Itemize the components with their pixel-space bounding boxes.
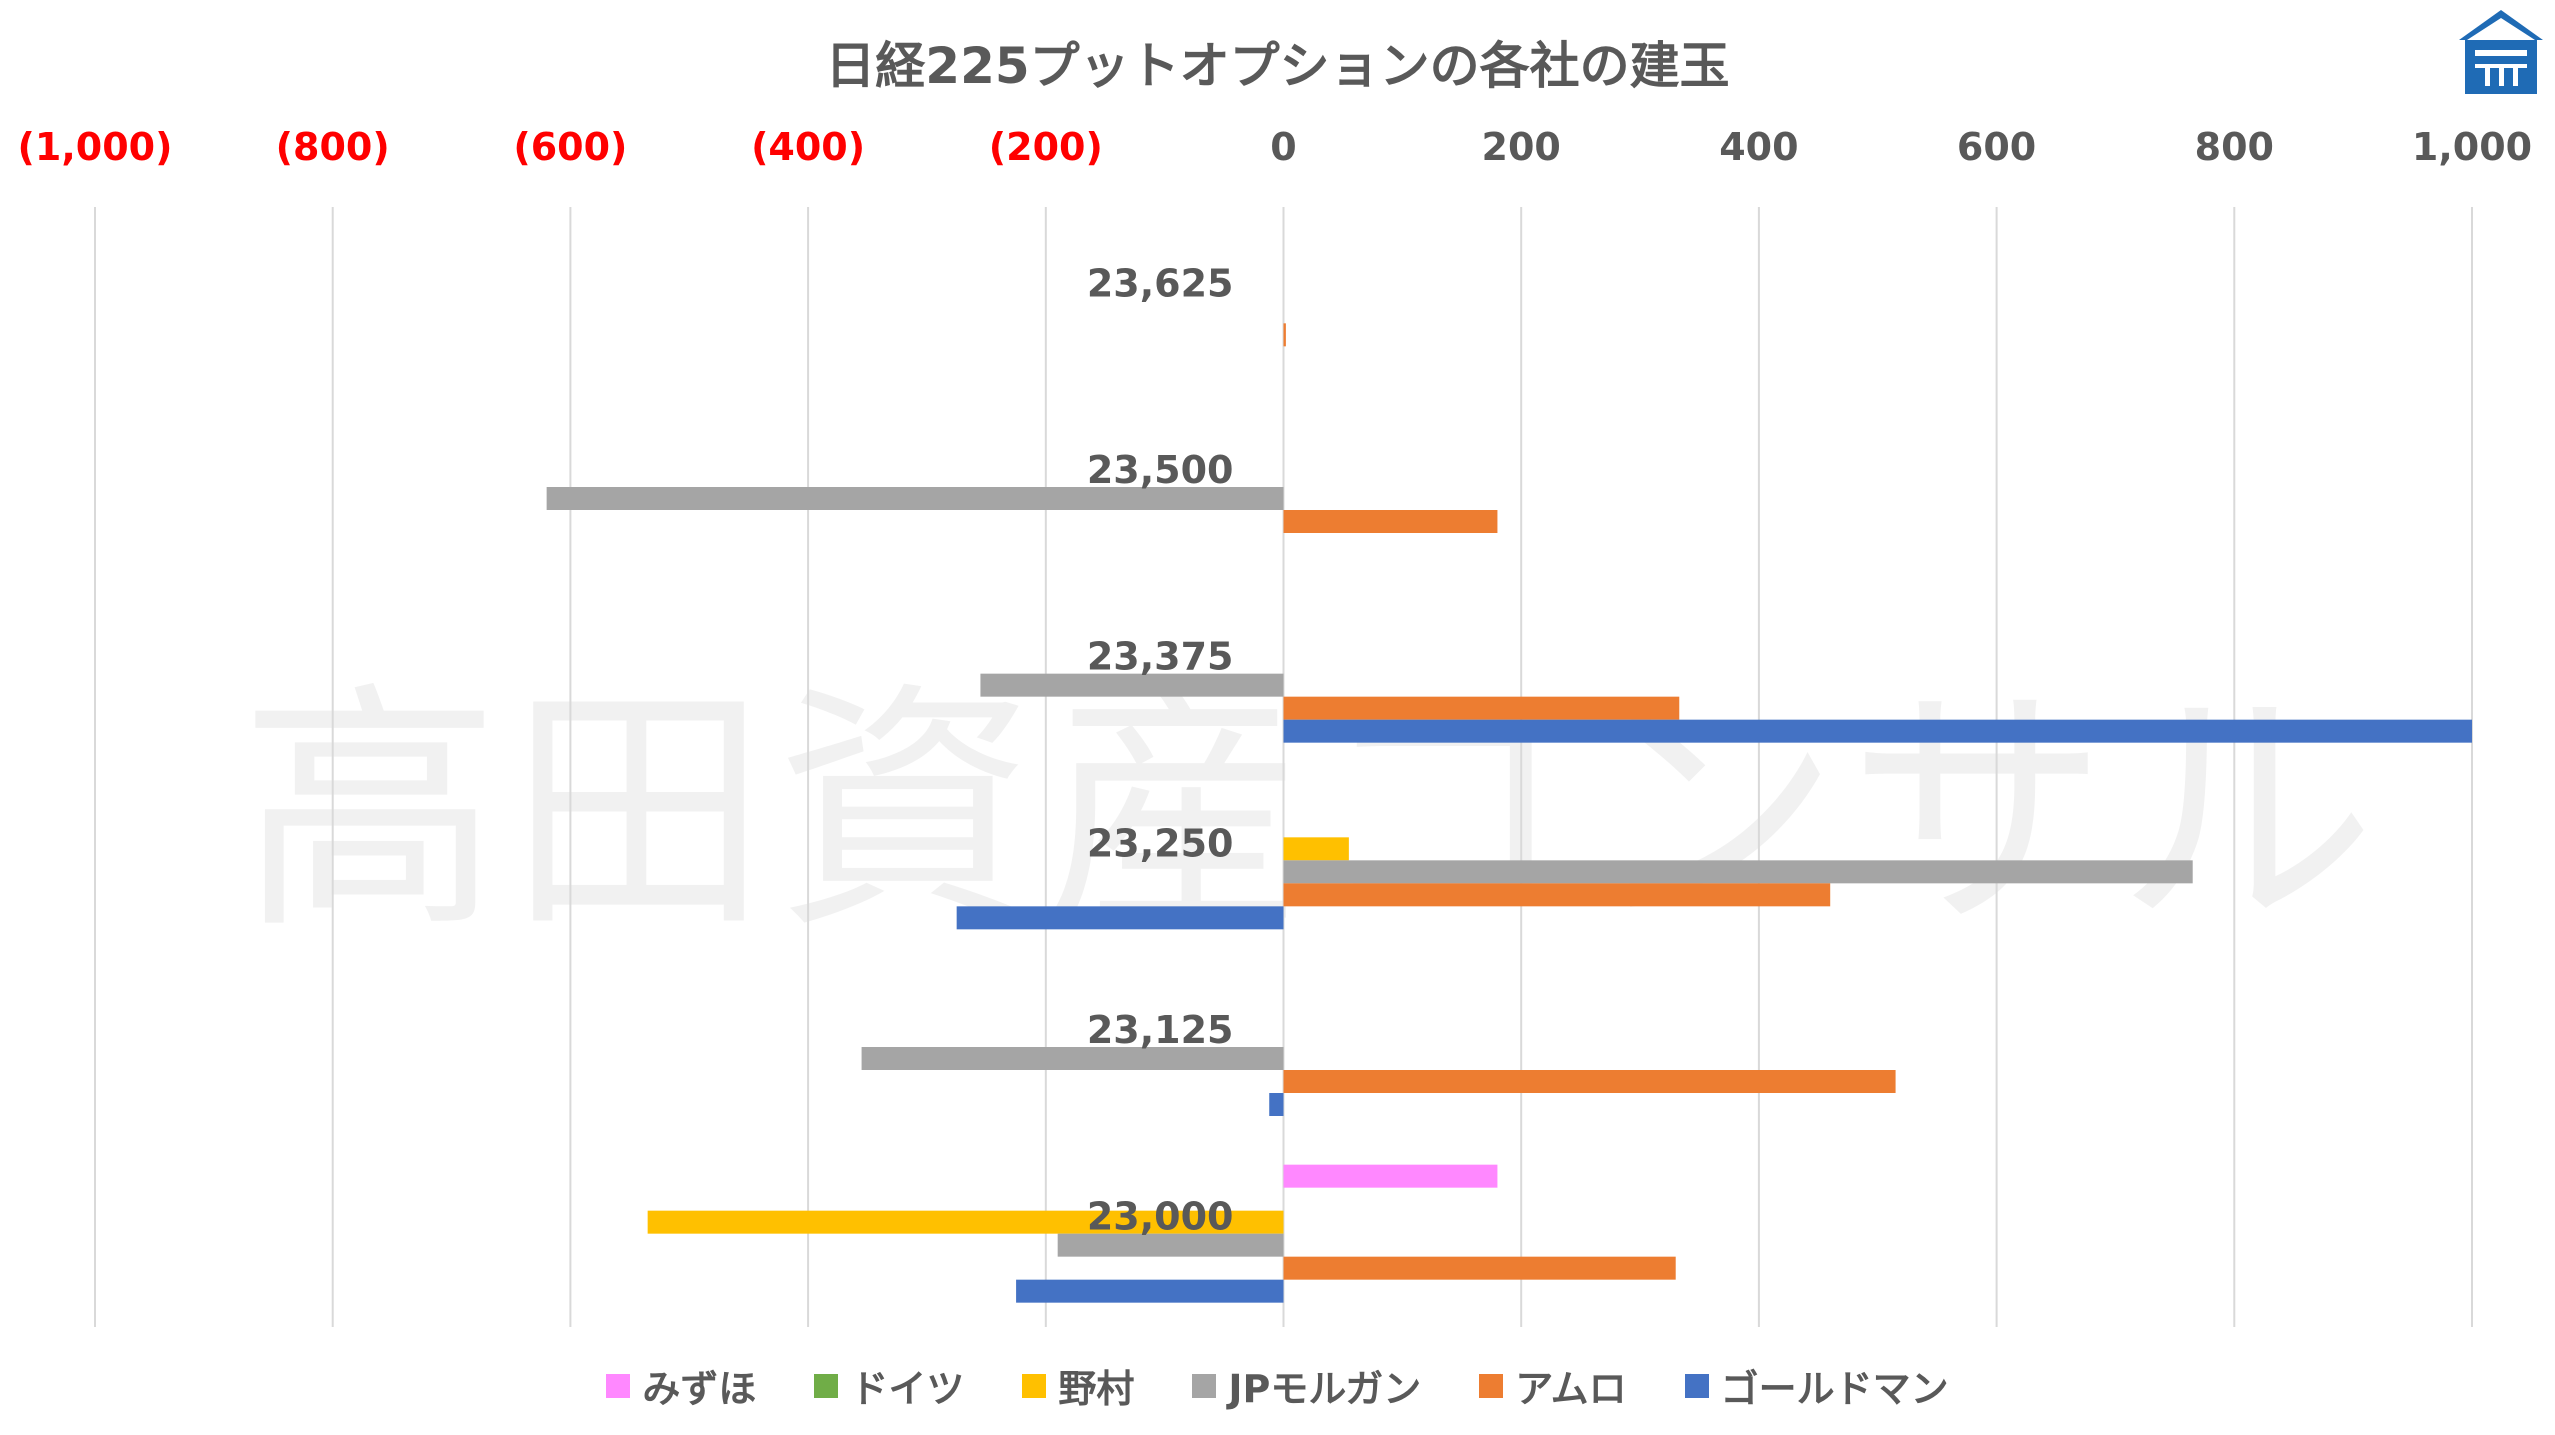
legend-swatch [814,1373,839,1398]
x-tick-label: 0 [1270,125,1296,169]
bar [1283,510,1498,533]
takata-logo-icon [2459,10,2543,94]
legend-label: アムロ [1515,1367,1627,1411]
legend-swatch [1192,1373,1217,1398]
legend-swatch [1022,1373,1047,1398]
bar [956,906,1284,930]
legend-swatch [606,1373,631,1398]
x-tick-label: 1,000 [2412,125,2532,169]
category-label: 23,375 [1087,635,1234,679]
legend-item: 野村 [1022,1358,1134,1413]
x-tick-label: 600 [1957,125,2036,169]
legend-item: ドイツ [814,1358,964,1413]
bar [1283,1070,1896,1093]
legend-swatch [1684,1373,1709,1398]
bar [1283,1164,1498,1188]
legend-label: JPモルガン [1228,1367,1422,1411]
x-tick-label: 200 [1482,125,1561,169]
legend: みずほ ドイツ 野村 JPモルガン アムロ ゴールドマン [0,1358,2555,1413]
bar [647,1210,1284,1234]
category-label: 23,625 [1087,261,1234,305]
x-tick-label: (600) [513,125,627,169]
bar [980,673,1284,697]
bar-chart: (1,000) (800) (600) (400) (200) 0 200 400 600 800… [18,125,2532,1327]
bar [1269,1093,1284,1116]
bar [861,1047,1284,1070]
bar [1057,1233,1284,1257]
legend-item: アムロ [1479,1358,1627,1413]
chart-title: 日経225プットオプションの各社の建玉 [825,37,1730,95]
x-tick-label: 800 [2195,125,2274,169]
legend-label: みずほ [642,1367,757,1411]
x-tick-label: (400) [751,125,865,169]
category-label: 23,250 [1087,821,1234,865]
legend-label: ドイツ [850,1367,965,1411]
legend-item: JPモルガン [1192,1358,1421,1413]
bar [1283,719,2472,743]
legend-label: 野村 [1058,1367,1135,1411]
category-label: 23,125 [1087,1008,1234,1052]
legend-label: ゴールドマン [1720,1367,1949,1411]
bar [1283,837,1349,861]
bar [1283,1256,1676,1280]
bar [1283,883,1831,907]
legend-item: ゴールドマン [1684,1358,1949,1413]
x-tick-label: 400 [1719,125,1798,169]
legend-swatch [1479,1373,1504,1398]
x-tick-label: (1,000) [18,125,173,169]
x-tick-label: (200) [989,125,1103,169]
bar [1283,323,1286,347]
category-label: 23,500 [1087,448,1234,492]
bar [1016,1279,1284,1303]
category-label: 23,000 [1087,1195,1234,1239]
bar [546,487,1284,510]
legend-item: みずほ [606,1358,756,1413]
bar [1283,696,1680,720]
x-tick-label: (800) [276,125,390,169]
bar [1283,860,2193,884]
